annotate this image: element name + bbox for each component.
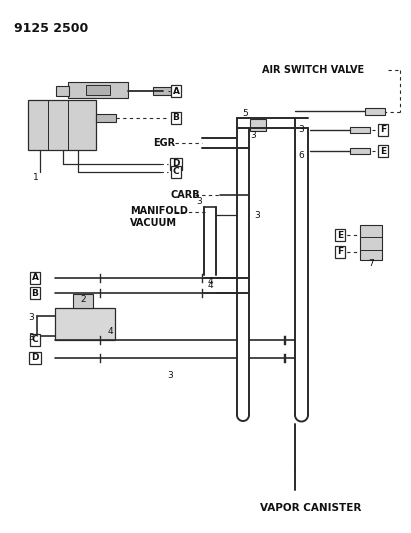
Text: 3: 3 (250, 131, 256, 140)
Text: 3: 3 (196, 197, 202, 206)
Text: D: D (31, 353, 39, 362)
Text: 3: 3 (167, 372, 173, 381)
Text: 4: 4 (208, 280, 214, 289)
Text: 3: 3 (28, 313, 34, 322)
Bar (96, 114, 116, 122)
Text: 9125 2500: 9125 2500 (14, 22, 88, 35)
Bar (350, 148, 370, 154)
Text: 4: 4 (208, 278, 214, 287)
Text: C: C (173, 167, 179, 176)
Text: 7: 7 (368, 260, 374, 269)
Bar (350, 127, 370, 133)
Text: A: A (173, 86, 180, 95)
Text: EGR: EGR (153, 138, 175, 148)
Text: B: B (173, 114, 180, 123)
Text: VAPOR CANISTER: VAPOR CANISTER (260, 503, 361, 513)
Text: F: F (380, 125, 386, 134)
Text: 6: 6 (298, 150, 304, 159)
Text: 4: 4 (108, 327, 113, 336)
Bar (56, 86, 69, 96)
Text: 3: 3 (254, 211, 260, 220)
Bar (68, 82, 128, 98)
Bar (28, 100, 96, 150)
Text: MANIFOLD
VACUUM: MANIFOLD VACUUM (130, 206, 188, 228)
Text: 5: 5 (242, 109, 248, 118)
Text: C: C (32, 335, 38, 344)
Text: D: D (172, 159, 180, 168)
Bar (365, 108, 385, 115)
Bar (250, 119, 266, 131)
Bar (86, 85, 110, 95)
Bar (360, 225, 382, 260)
Text: E: E (380, 147, 386, 156)
Text: F: F (337, 247, 343, 256)
Text: 3: 3 (298, 125, 304, 134)
Bar (55, 308, 115, 340)
Bar (153, 87, 171, 95)
Bar (73, 294, 93, 308)
Text: 1: 1 (33, 174, 39, 182)
Text: A: A (32, 273, 39, 282)
Text: AIR SWITCH VALVE: AIR SWITCH VALVE (262, 65, 364, 75)
Text: CARB: CARB (170, 190, 200, 200)
Text: 3: 3 (28, 334, 34, 343)
Text: E: E (337, 230, 343, 239)
Text: 2: 2 (80, 295, 86, 304)
Text: B: B (32, 288, 39, 297)
